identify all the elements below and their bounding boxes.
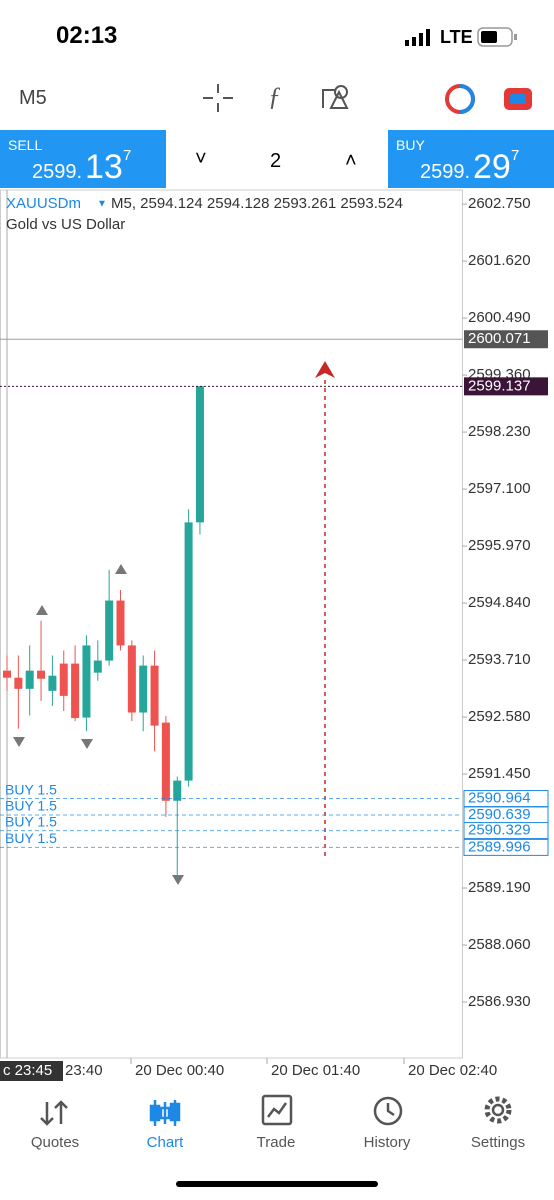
tab-label: Settings <box>470 1134 526 1151</box>
order-price: 2590.329 <box>468 822 531 839</box>
sell-label: SELL <box>8 137 43 153</box>
tab-label: Quotes <box>30 1134 80 1151</box>
order-price-bg <box>463 822 549 840</box>
candle-body <box>59 663 68 696</box>
order-price-bg <box>463 838 549 856</box>
buy-price-small: 7 <box>511 147 520 164</box>
candle-body <box>105 600 114 661</box>
candle-body <box>195 386 204 523</box>
toolbar-icons: ƒ <box>203 82 532 114</box>
tab-trade[interactable]: Trade <box>221 1092 331 1151</box>
candle-body <box>116 600 125 646</box>
tab-quotes[interactable]: Quotes <box>0 1092 110 1151</box>
order-label: BUY 1.5 <box>5 798 57 814</box>
tab-chart[interactable]: Chart <box>110 1092 220 1151</box>
candle-body <box>37 670 46 679</box>
tab-label: Chart <box>146 1134 184 1151</box>
price-label: 2599.137 <box>468 377 531 394</box>
volume-value[interactable]: 2 <box>270 150 282 172</box>
price-label-bg <box>464 330 548 349</box>
tab-settings[interactable]: Settings <box>443 1092 553 1151</box>
order-price: 2590.639 <box>468 806 531 823</box>
buy-label: BUY <box>396 137 425 153</box>
y-tick-label: 2591.450 <box>468 765 531 782</box>
svg-text:ƒ: ƒ <box>268 82 281 111</box>
x-tick-label: 20 Dec 01:40 <box>271 1062 360 1079</box>
candle-body <box>184 522 193 781</box>
y-tick-label: 2592.580 <box>468 708 531 725</box>
order-label: BUY 1.5 <box>5 781 57 797</box>
candle-body <box>139 665 148 713</box>
y-tick-label: 2595.970 <box>468 537 531 554</box>
candle-body <box>127 645 136 713</box>
order-label: BUY 1.5 <box>5 830 57 846</box>
candle-body <box>82 645 91 718</box>
buy-price-big: 29 <box>473 148 511 186</box>
symbol-description: Gold vs US Dollar <box>6 216 125 233</box>
sell-price-big: 13 <box>85 148 123 186</box>
price-label-bg <box>464 377 548 396</box>
y-tick-label: 2598.230 <box>468 423 531 440</box>
y-tick-label: 2586.930 <box>468 993 531 1010</box>
y-tick-label: 2602.750 <box>468 195 531 212</box>
x-tick-label: 20 Dec 00:40 <box>135 1062 224 1079</box>
candle-body <box>25 670 34 689</box>
y-tick-label: 2589.190 <box>468 879 531 896</box>
order-price: 2590.964 <box>468 790 531 807</box>
volume-up[interactable]: ˄ <box>345 150 357 172</box>
sell-price-small: 7 <box>123 147 132 164</box>
sell-button[interactable]: SELL 2599. 13 7 <box>0 130 166 188</box>
x-tick-label: 20 Dec 02:40 <box>408 1062 497 1079</box>
svg-text:▼: ▼ <box>97 199 107 210</box>
candle-body <box>3 670 11 678</box>
candle-body <box>150 665 159 726</box>
x-tick-label: 23:40 <box>65 1062 103 1079</box>
ohlc-info: M5, 2594.124 2594.128 2593.261 2593.524 <box>111 195 403 212</box>
chart: XAUUSDm ▼ M5, 2594.124 2594.128 2593.261… <box>0 189 549 1081</box>
status-icons: LTE <box>405 27 517 47</box>
home-indicator <box>176 1181 378 1187</box>
candle-body <box>48 675 57 691</box>
candle-body <box>71 663 80 719</box>
y-tick-label: 2597.100 <box>468 480 531 497</box>
sell-price-main: 2599. <box>32 161 83 183</box>
status-network: LTE <box>440 27 473 47</box>
candle-body <box>14 677 23 689</box>
timeframe-button[interactable]: M5 <box>19 87 47 109</box>
y-tick-label: 2601.620 <box>468 252 531 269</box>
tab-label: Trade <box>256 1134 296 1151</box>
buy-button[interactable]: BUY 2599. 29 7 <box>388 130 554 188</box>
candle-body <box>161 722 170 801</box>
order-label: BUY 1.5 <box>5 813 57 829</box>
tab-label: History <box>363 1134 411 1151</box>
status-time: 02:13 <box>56 22 118 49</box>
candle-body <box>93 660 102 673</box>
x-tick-label: c 23:45 <box>3 1062 52 1079</box>
candle-body <box>173 780 182 801</box>
order-price: 2589.996 <box>468 838 531 855</box>
volume-down[interactable]: ˅ <box>195 148 207 170</box>
buy-price-main: 2599. <box>420 161 471 183</box>
price-label: 2600.071 <box>468 330 531 347</box>
tab-history[interactable]: History <box>332 1092 442 1151</box>
symbol[interactable]: XAUUSDm <box>6 195 81 212</box>
y-tick-label: 2594.840 <box>468 594 531 611</box>
y-tick-label: 2600.490 <box>468 309 531 326</box>
y-tick-label: 2593.710 <box>468 651 531 668</box>
y-tick-label: 2588.060 <box>468 936 531 953</box>
